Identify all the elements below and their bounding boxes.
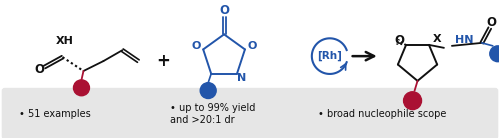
Circle shape [74, 80, 90, 96]
Text: • up to 99% yield: • up to 99% yield [170, 103, 256, 113]
Text: O: O [487, 16, 497, 29]
Text: O: O [219, 4, 229, 17]
Circle shape [490, 46, 500, 62]
Circle shape [404, 92, 421, 110]
Text: O: O [394, 34, 404, 47]
Text: O: O [34, 63, 44, 75]
Text: [Rh]: [Rh] [318, 51, 342, 61]
Text: XH: XH [56, 36, 74, 46]
Text: X: X [432, 34, 442, 44]
Text: N: N [238, 73, 246, 83]
Text: • 51 examples: • 51 examples [18, 109, 90, 119]
Text: O: O [247, 41, 256, 51]
Text: and >20:1 dr: and >20:1 dr [170, 116, 235, 126]
Circle shape [200, 83, 216, 99]
Text: • broad nucleophile scope: • broad nucleophile scope [318, 109, 446, 119]
FancyBboxPatch shape [2, 88, 498, 139]
Text: +: + [156, 52, 170, 70]
Text: HN: HN [454, 35, 473, 45]
Text: O: O [192, 41, 201, 51]
